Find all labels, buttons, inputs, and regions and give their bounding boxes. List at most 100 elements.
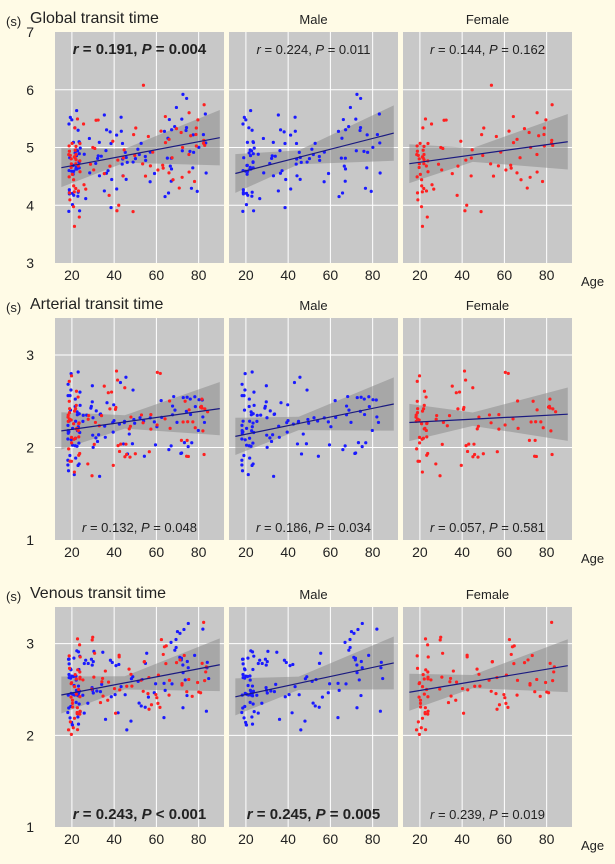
data-point: [455, 193, 459, 197]
data-point: [535, 111, 539, 115]
data-point: [293, 115, 297, 119]
data-point: [103, 669, 107, 673]
data-point: [305, 160, 309, 164]
x-tick-label: 20: [64, 831, 80, 847]
data-point: [69, 732, 73, 736]
data-point: [260, 661, 264, 666]
data-point: [128, 424, 133, 428]
data-point: [104, 149, 108, 153]
data-point: [503, 696, 507, 700]
data-point: [304, 442, 309, 446]
regression-line: [409, 413, 568, 424]
data-point: [106, 698, 110, 702]
y-tick-label: 4: [26, 197, 34, 213]
data-point: [298, 375, 302, 379]
data-point: [141, 421, 145, 425]
x-tick-label: 40: [106, 544, 122, 560]
data-point: [270, 154, 274, 158]
data-point: [549, 429, 553, 433]
x-tick-label: 40: [280, 267, 296, 283]
x-tick-label: 60: [149, 831, 165, 847]
data-point: [246, 656, 250, 660]
data-point: [77, 702, 81, 706]
data-point: [243, 676, 247, 680]
data-point: [415, 654, 419, 658]
unit-label: (s): [6, 589, 21, 604]
data-point: [78, 670, 82, 674]
data-point: [422, 162, 426, 166]
data-point: [507, 637, 512, 642]
data-point: [76, 189, 81, 193]
data-point: [158, 371, 162, 376]
data-point: [420, 422, 424, 426]
data-point: [248, 419, 252, 423]
data-point: [180, 175, 184, 179]
data-point: [92, 675, 96, 679]
data-point: [102, 189, 106, 193]
data-point: [94, 436, 98, 440]
data-point: [294, 141, 299, 146]
data-point: [271, 140, 275, 144]
data-point: [75, 706, 79, 710]
panel-title: Female: [466, 587, 509, 602]
data-point: [68, 153, 72, 157]
data-point: [418, 172, 422, 176]
data-point: [108, 407, 112, 411]
data-point: [347, 648, 351, 652]
data-point: [551, 407, 555, 411]
data-point: [96, 156, 100, 161]
data-point: [459, 463, 463, 467]
data-point: [531, 399, 535, 403]
data-point: [438, 687, 442, 691]
data-point: [293, 129, 297, 133]
data-point: [169, 444, 173, 448]
data-point: [519, 178, 523, 182]
data-point: [526, 658, 530, 662]
data-point: [81, 693, 85, 697]
data-point: [446, 700, 451, 705]
data-point: [434, 462, 438, 466]
data-point: [299, 728, 303, 732]
data-point: [181, 395, 185, 400]
x-tick-label: 20: [412, 267, 428, 283]
data-point: [147, 450, 151, 454]
data-point: [93, 146, 97, 151]
data-point: [533, 690, 537, 694]
chart-row-3: (s) Venous transit time r = 0.243, P < 0.0…: [6, 585, 604, 853]
data-point: [76, 650, 81, 654]
data-point: [163, 688, 167, 693]
data-point: [494, 134, 498, 139]
data-point: [167, 171, 171, 175]
data-point: [278, 128, 283, 132]
data-point: [448, 676, 453, 681]
data-point: [120, 141, 125, 146]
data-point: [418, 141, 422, 145]
data-point: [149, 703, 154, 707]
data-point: [202, 452, 206, 457]
data-point: [162, 681, 166, 685]
data-point: [420, 685, 425, 689]
data-point: [360, 445, 364, 449]
data-point: [421, 148, 425, 152]
data-point: [74, 677, 78, 681]
data-point: [139, 704, 143, 708]
data-point: [108, 658, 113, 662]
data-point: [107, 193, 111, 197]
data-point: [333, 399, 337, 403]
data-point: [243, 388, 247, 392]
data-point: [66, 728, 71, 732]
data-point: [337, 688, 341, 693]
data-point: [127, 667, 131, 671]
data-point: [141, 162, 145, 166]
data-point: [78, 675, 82, 679]
data-point: [66, 430, 71, 434]
data-point: [124, 155, 128, 160]
data-point: [113, 407, 118, 411]
data-point: [193, 426, 197, 430]
data-point: [240, 463, 244, 467]
data-point: [200, 406, 204, 410]
data-point: [316, 454, 320, 458]
data-point: [265, 416, 269, 420]
row-title: Venous transit time: [30, 585, 166, 602]
